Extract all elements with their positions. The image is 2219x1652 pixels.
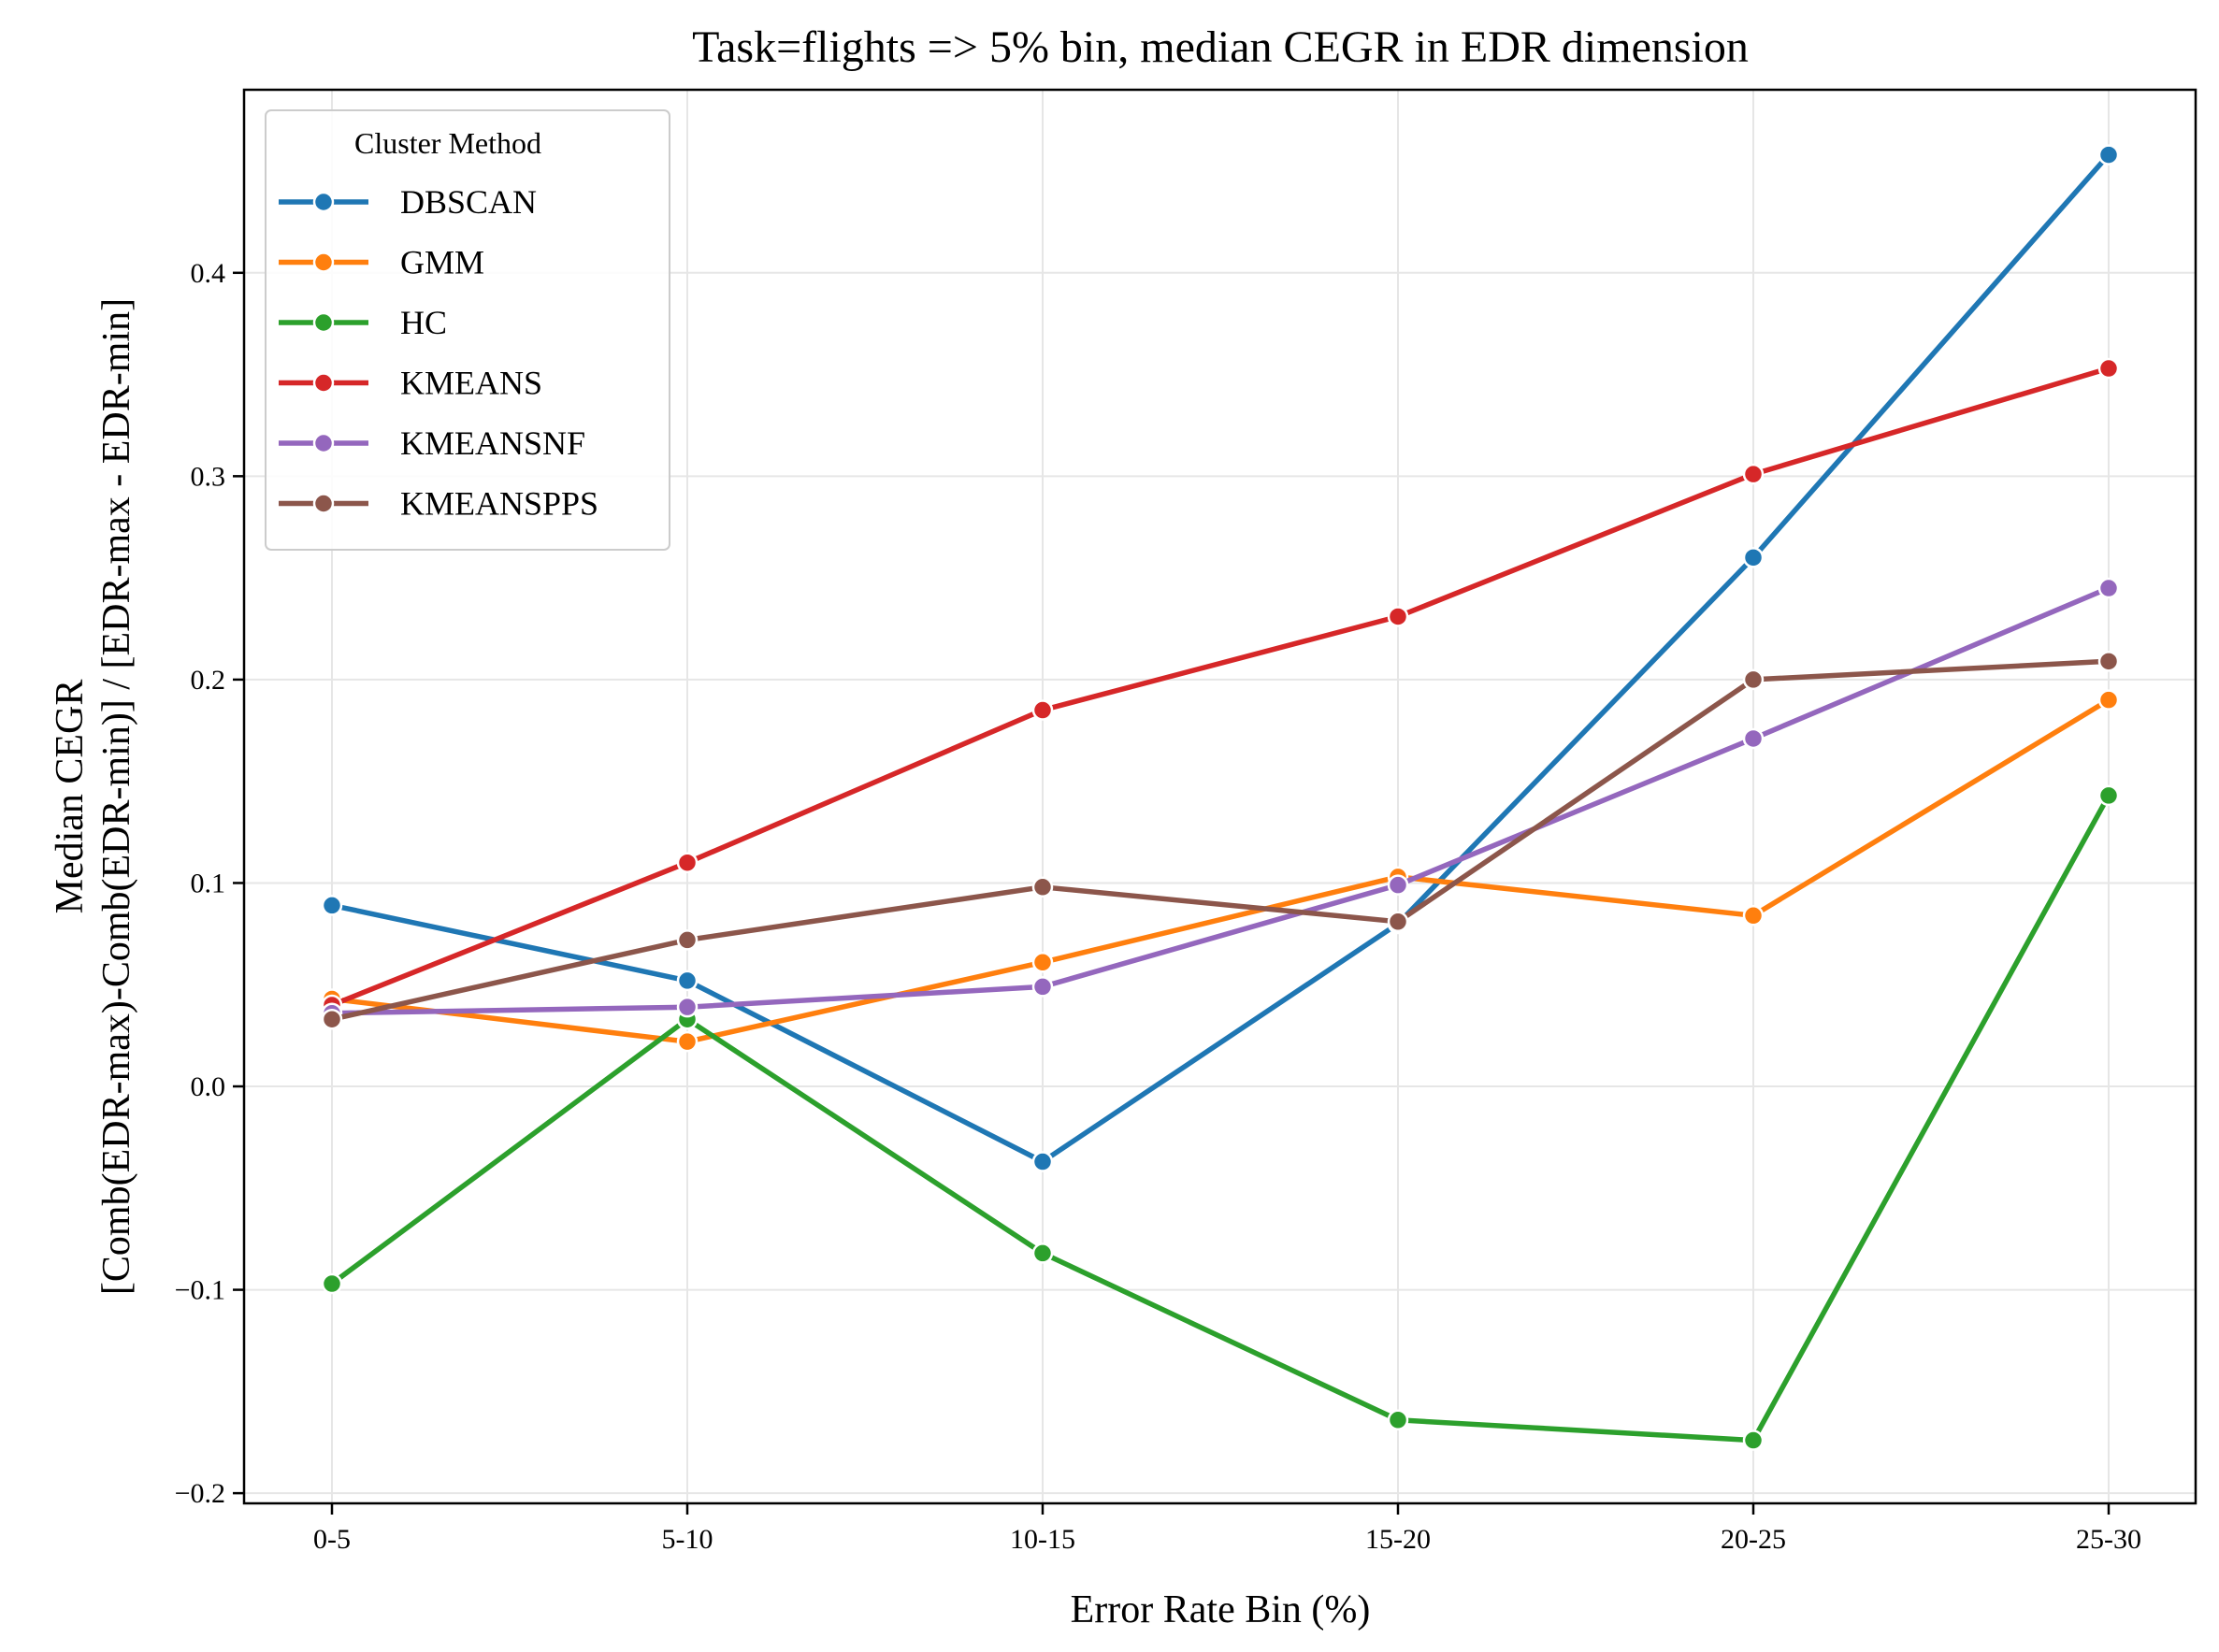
legend-marker [312,251,335,273]
x-axis-ticks: 0-5 5-10 10-15 15-20 20-25 25-30 [313,1503,2141,1555]
series-kmeans [321,357,2120,1016]
legend-label: GMM [400,244,484,281]
data-point [1387,911,1409,933]
data-point [1742,668,1765,691]
legend-label: KMEANS [400,365,542,402]
data-point [1031,1243,1054,1264]
y-axis-ticks: −0.2 −0.1 0.0 0.1 0.2 0.3 0.4 [175,258,244,1509]
x-tick-label: 10-15 [1010,1524,1075,1555]
series-kmeansnf [321,577,2120,1024]
legend-item-gmm: GMM [279,244,484,281]
x-tick-label: 20-25 [1721,1524,1786,1555]
y-tick-label: −0.1 [175,1275,225,1306]
legend-label: HC [400,304,447,341]
data-point [2097,689,2120,711]
legend-item-dbscan: DBSCAN [279,183,537,221]
series-gmm [321,689,2120,1053]
data-point [1031,699,1054,721]
data-point [676,996,699,1018]
data-point [2097,651,2120,672]
data-point [2097,577,2120,599]
data-point [1742,463,1765,485]
data-point [321,895,343,916]
data-point [1031,1151,1054,1172]
x-tick-label: 0-5 [313,1524,351,1555]
legend-item-hc: HC [279,304,447,341]
data-point [1387,1409,1409,1431]
y-tick-label: 0.4 [191,258,226,289]
series-line [329,585,2111,1016]
series-line [329,793,2111,1444]
x-tick-label: 15-20 [1365,1524,1431,1555]
series-line [329,697,2111,1044]
data-point [1387,606,1409,627]
data-point [1031,952,1054,973]
legend-marker [312,191,335,213]
series-line [329,366,2111,1008]
data-point [2097,357,2120,380]
legend-marker [312,311,335,334]
series-line [329,151,2111,1165]
data-point [1387,874,1409,896]
x-tick-label: 25-30 [2076,1524,2141,1555]
series-line [329,658,2111,1022]
x-axis-label: Error Rate Bin (%) [1071,1588,1371,1631]
data-point [1031,976,1054,998]
data-point [2097,144,2120,165]
legend: Cluster Method DBSCAN GMM HC KMEANS KMEANSNF… [265,109,670,551]
chart-title: Task=flights => 5% bin, median CEGR in E… [692,22,1749,72]
y-tick-label: −0.2 [175,1478,225,1509]
series-lines [321,144,2120,1451]
y-tick-label: 0.1 [191,868,226,898]
data-point [2097,784,2120,807]
data-point [676,970,699,992]
legend-marker [312,372,335,394]
data-point [676,852,699,873]
legend-label: KMEANSPPS [400,485,598,523]
legend-item-kmeanspps: KMEANSPPS [279,485,598,523]
legend-items: DBSCAN GMM HC KMEANS KMEANSNF KMEANSPPS [279,183,598,523]
data-point [676,1030,699,1053]
legend-label: DBSCAN [400,183,537,221]
y-tick-label: 0.2 [191,665,226,696]
legend-marker [312,432,335,454]
y-tick-label: 0.3 [191,461,226,492]
series-kmeanspps [321,651,2120,1030]
data-point [321,1008,343,1030]
data-point [1031,876,1054,898]
x-tick-label: 5-10 [662,1524,713,1555]
y-tick-label: 0.0 [191,1071,226,1102]
series-hc [321,784,2120,1451]
data-point [1742,1429,1765,1451]
legend-box [265,109,670,551]
data-point [676,929,699,951]
legend-label: KMEANSNF [400,424,585,462]
plot-frame [242,88,2197,1505]
legend-item-kmeans: KMEANS [279,365,542,402]
data-point [1742,727,1765,750]
legend-marker [312,493,335,514]
y-axis-label-line1: Median CEGR [49,680,92,914]
legend-item-kmeansnf: KMEANSNF [279,424,585,462]
y-axis-label-line2: [Comb(EDR-max)-Comb(EDR-min)] / [EDR-max… [95,298,138,1295]
data-point [1742,905,1765,927]
legend-title: Cluster Method [354,126,541,160]
data-point [1742,547,1765,568]
data-point [321,1272,343,1295]
